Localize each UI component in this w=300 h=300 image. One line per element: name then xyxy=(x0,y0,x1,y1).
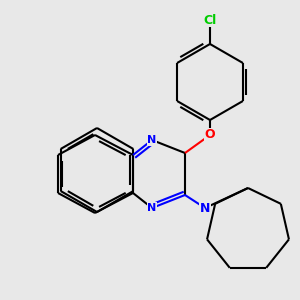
Text: N: N xyxy=(147,135,157,145)
Text: N: N xyxy=(147,203,157,213)
Text: Cl: Cl xyxy=(203,14,217,26)
Text: O: O xyxy=(205,128,215,142)
Text: N: N xyxy=(200,202,210,214)
